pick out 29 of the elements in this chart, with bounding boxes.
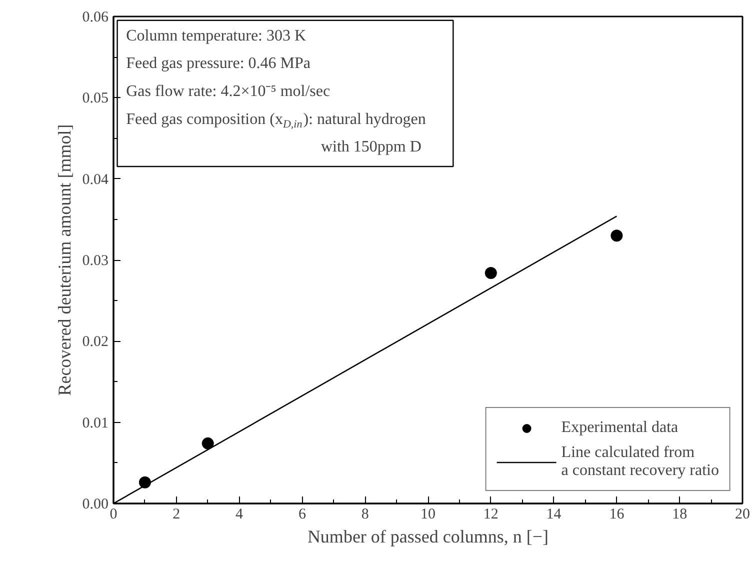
x-tick-label: 0 xyxy=(110,506,118,522)
point xyxy=(610,230,623,242)
x-tick-label: 20 xyxy=(735,506,750,522)
x-tick-label: 12 xyxy=(483,506,498,522)
annotation: Gas flow rate: 4.2×10⁻⁵ mol/sec xyxy=(126,83,330,100)
x-tick-label: 8 xyxy=(361,506,369,522)
x-axis-title: Number of passed columns, n [−] xyxy=(307,526,549,546)
x-tick-label: 2 xyxy=(172,506,180,522)
annotation: with 150ppm D xyxy=(320,138,422,156)
x-tick-label: 16 xyxy=(609,506,625,522)
y-tick-label: 0.04 xyxy=(82,172,109,188)
x-tick-label: 18 xyxy=(672,506,688,522)
legend-label: Experimental data xyxy=(561,419,678,437)
y-axis-title: Recovered deuterium amount [mmol] xyxy=(54,124,74,396)
y-tick-label: 0.02 xyxy=(82,334,108,350)
point xyxy=(202,437,214,450)
x-tick-label: 4 xyxy=(236,506,244,522)
y-tick-label: 0.05 xyxy=(82,90,108,107)
annotation: Feed gas pressure: 0.46 MPa xyxy=(126,55,310,72)
x-tick-label: 14 xyxy=(546,506,562,522)
point xyxy=(484,267,497,279)
legend-label: Line calculated from a constant recovery ratio xyxy=(561,444,719,480)
x-tick-label: 6 xyxy=(298,506,306,522)
y-tick-label: 0.01 xyxy=(82,415,108,432)
y-tick-label: 0.00 xyxy=(82,496,108,512)
y-tick-label: 0.06 xyxy=(82,10,109,26)
annotation: Column temperature: 303 K xyxy=(126,27,306,44)
y-tick-label: 0.03 xyxy=(82,253,108,269)
x-tick-label: 10 xyxy=(420,506,436,522)
